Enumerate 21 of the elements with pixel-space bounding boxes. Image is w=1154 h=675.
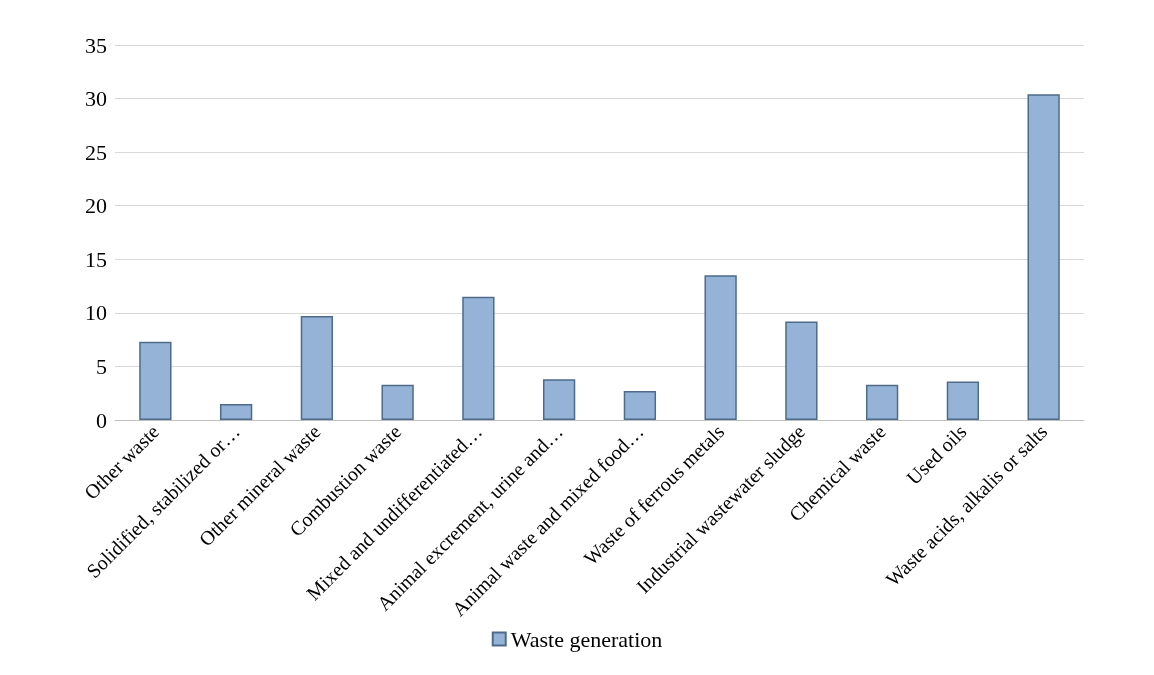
bar (946, 381, 980, 420)
y-tick-label: 15 (85, 246, 107, 272)
bar (865, 384, 899, 420)
y-tick-label: 20 (85, 193, 107, 219)
bar (785, 321, 818, 420)
y-tick-label: 35 (85, 32, 107, 58)
y-tick-label: 25 (85, 139, 107, 165)
bar (300, 316, 334, 420)
bar (542, 379, 576, 420)
bar (219, 403, 253, 420)
legend-label: Waste generation (510, 626, 663, 652)
bar (462, 296, 495, 420)
y-tick-label: 10 (85, 300, 107, 326)
y-tick-label: 0 (96, 407, 107, 433)
bar (623, 391, 657, 420)
y-tick-label: 5 (96, 353, 107, 379)
y-tick-label: 30 (85, 86, 107, 112)
bar (704, 275, 737, 420)
bar (381, 384, 414, 420)
bar (139, 341, 172, 420)
bar (1027, 94, 1060, 420)
